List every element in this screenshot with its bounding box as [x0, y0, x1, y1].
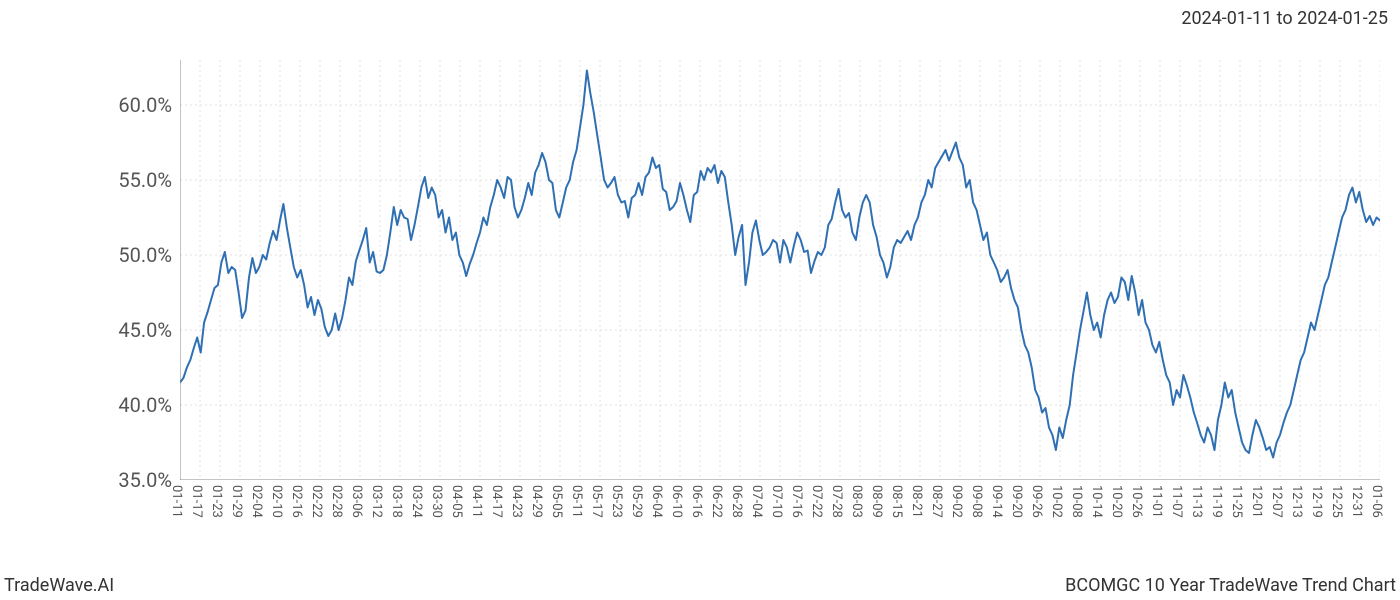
- x-tick-label: 02-16: [289, 485, 304, 518]
- x-tick-label: 05-29: [629, 485, 644, 518]
- x-tick-label: 04-23: [509, 485, 524, 518]
- watermark-label: TradeWave.AI: [4, 575, 114, 596]
- x-tick-label: 12-19: [1309, 485, 1324, 518]
- x-tick-label: 08-09: [869, 485, 884, 518]
- x-tick-label: 01-17: [189, 485, 204, 518]
- x-tick-label: 07-10: [769, 485, 784, 518]
- x-tick-label: 10-08: [1069, 485, 1084, 518]
- x-tick-label: 10-26: [1129, 485, 1144, 518]
- x-tick-label: 11-13: [1189, 485, 1204, 518]
- x-tick-label: 12-13: [1289, 485, 1304, 518]
- x-tick-label: 11-19: [1209, 485, 1224, 518]
- x-tick-label: 11-25: [1229, 485, 1244, 518]
- y-tick-label: 40.0%: [118, 393, 172, 417]
- y-tick-label: 45.0%: [118, 318, 172, 342]
- x-tick-label: 03-30: [429, 485, 444, 518]
- x-tick-label: 08-21: [909, 485, 924, 518]
- x-tick-label: 09-20: [1009, 485, 1024, 518]
- x-tick-label: 11-01: [1149, 485, 1164, 518]
- x-tick-label: 09-14: [989, 485, 1004, 518]
- x-tick-label: 12-01: [1249, 485, 1264, 518]
- x-tick-label: 01-11: [169, 485, 184, 518]
- x-tick-label: 11-07: [1169, 485, 1184, 518]
- x-tick-label: 10-02: [1049, 485, 1064, 518]
- y-tick-label: 55.0%: [118, 168, 172, 192]
- x-tick-label: 01-06: [1369, 485, 1384, 518]
- x-tick-label: 05-11: [569, 485, 584, 518]
- x-tick-label: 02-28: [329, 485, 344, 518]
- x-tick-label: 01-23: [209, 485, 224, 518]
- x-tick-label: 07-28: [829, 485, 844, 518]
- x-tick-label: 07-04: [749, 485, 764, 518]
- x-tick-label: 09-26: [1029, 485, 1044, 518]
- x-tick-label: 03-12: [369, 485, 384, 518]
- x-tick-label: 08-27: [929, 485, 944, 518]
- x-tick-label: 04-29: [529, 485, 544, 518]
- y-tick-label: 50.0%: [118, 243, 172, 267]
- x-tick-label: 07-16: [789, 485, 804, 518]
- chart-container: 2024-01-11 to 2024-01-25 35.0% 40.0% 45.0%…: [0, 0, 1400, 600]
- x-tick-label: 06-16: [689, 485, 704, 518]
- x-tick-label: 07-22: [809, 485, 824, 518]
- x-tick-label: 09-02: [949, 485, 964, 518]
- x-tick-label: 05-05: [549, 485, 564, 518]
- x-tick-label: 05-17: [589, 485, 604, 518]
- x-tick-label: 04-05: [449, 485, 464, 518]
- x-tick-label: 03-06: [349, 485, 364, 518]
- x-tick-label: 08-03: [849, 485, 864, 518]
- x-tick-label: 06-22: [709, 485, 724, 518]
- x-tick-label: 12-31: [1349, 485, 1364, 518]
- x-tick-label: 06-28: [729, 485, 744, 518]
- x-tick-label: 06-10: [669, 485, 684, 518]
- x-tick-label: 02-22: [309, 485, 324, 518]
- x-tick-label: 08-15: [889, 485, 904, 518]
- x-tick-label: 10-20: [1109, 485, 1124, 518]
- x-tick-label: 04-11: [469, 485, 484, 518]
- x-tick-label: 04-17: [489, 485, 504, 518]
- x-tick-label: 02-04: [249, 485, 264, 518]
- x-tick-label: 12-25: [1329, 485, 1344, 518]
- x-tick-label: 09-08: [969, 485, 984, 518]
- x-tick-label: 12-07: [1269, 485, 1284, 518]
- x-tick-label: 10-14: [1089, 485, 1104, 518]
- y-tick-label: 35.0%: [118, 468, 172, 492]
- x-tick-label: 03-24: [409, 485, 424, 518]
- x-tick-label: 02-10: [269, 485, 284, 518]
- chart-svg: [180, 60, 1380, 480]
- x-tick-label: 05-23: [609, 485, 624, 518]
- chart-title-label: BCOMGC 10 Year TradeWave Trend Chart: [1065, 575, 1396, 596]
- x-tick-label: 03-18: [389, 485, 404, 518]
- chart-plot-area: [180, 60, 1380, 480]
- x-tick-label: 06-04: [649, 485, 664, 518]
- x-tick-label: 01-29: [229, 485, 244, 518]
- y-tick-label: 60.0%: [118, 93, 172, 117]
- date-range-label: 2024-01-11 to 2024-01-25: [1181, 8, 1388, 29]
